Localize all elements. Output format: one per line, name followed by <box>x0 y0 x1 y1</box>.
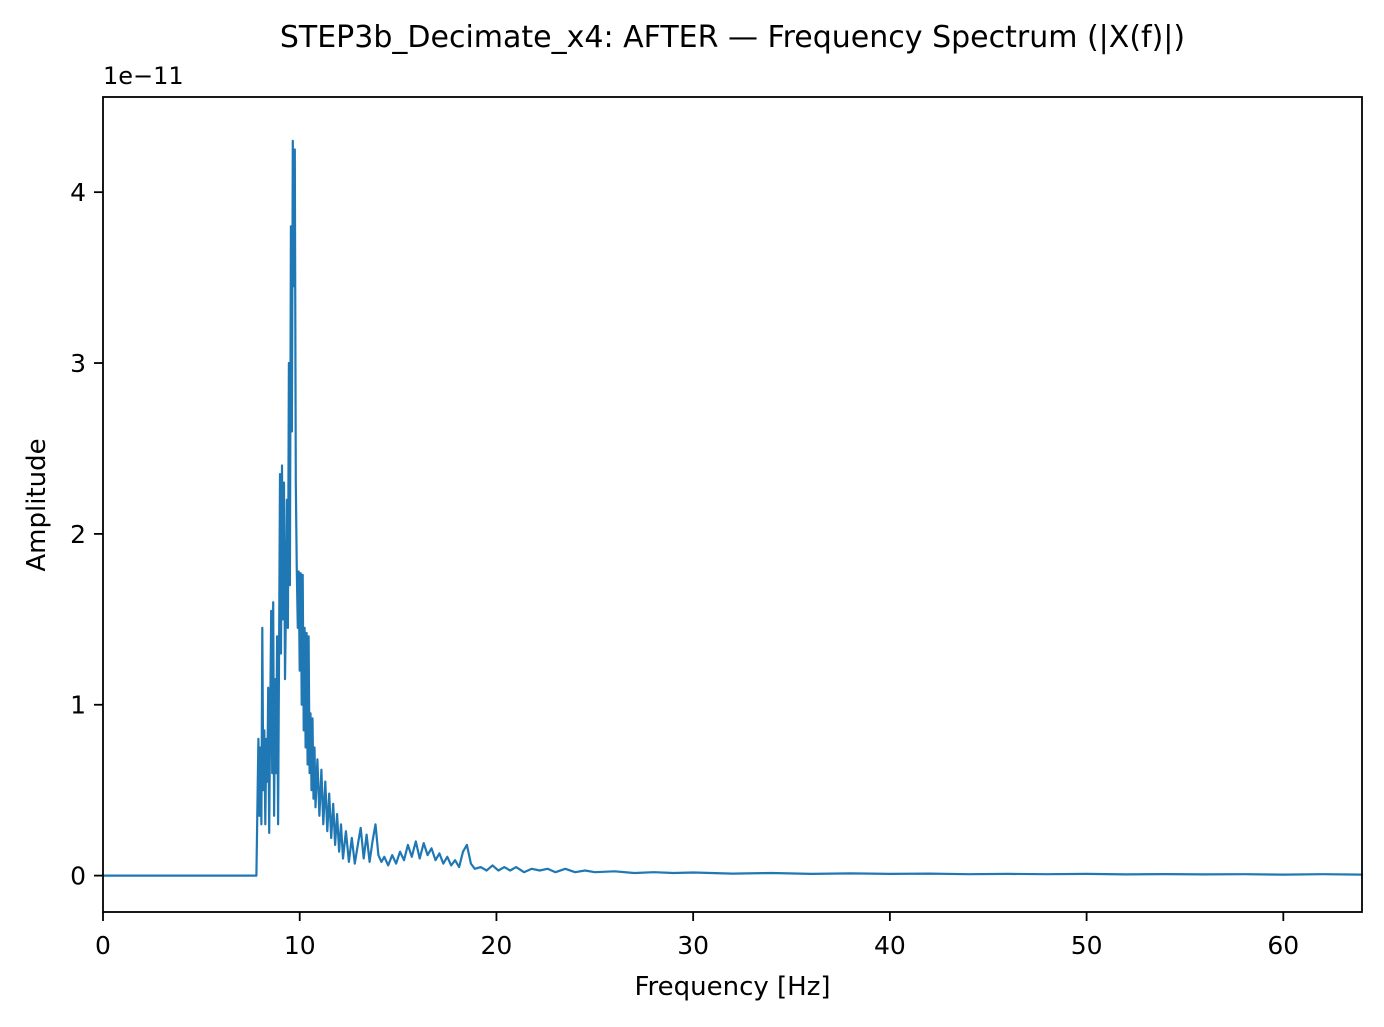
spectrum-line <box>101 139 1364 877</box>
y-tick-label: 0 <box>70 862 86 891</box>
x-axis-label: Frequency [Hz] <box>634 972 831 1002</box>
x-tick-label: 40 <box>874 931 906 960</box>
y-axis-offset-text: 1e−11 <box>103 62 184 90</box>
x-tick-label: 20 <box>481 931 513 960</box>
axes-frame <box>102 96 1363 913</box>
chart-title: STEP3b_Decimate_x4: AFTER — Frequency Sp… <box>279 20 1186 55</box>
y-tick-label: 4 <box>70 178 86 207</box>
y-tick-label: 2 <box>70 520 86 549</box>
x-tick-label: 60 <box>1267 931 1299 960</box>
x-tick-label: 50 <box>1071 931 1103 960</box>
y-tick-label: 3 <box>70 349 86 378</box>
y-tick-label: 1 <box>70 691 86 720</box>
x-tick-label: 0 <box>95 931 111 960</box>
x-tick-label: 10 <box>284 931 316 960</box>
x-tick-label: 30 <box>677 931 709 960</box>
